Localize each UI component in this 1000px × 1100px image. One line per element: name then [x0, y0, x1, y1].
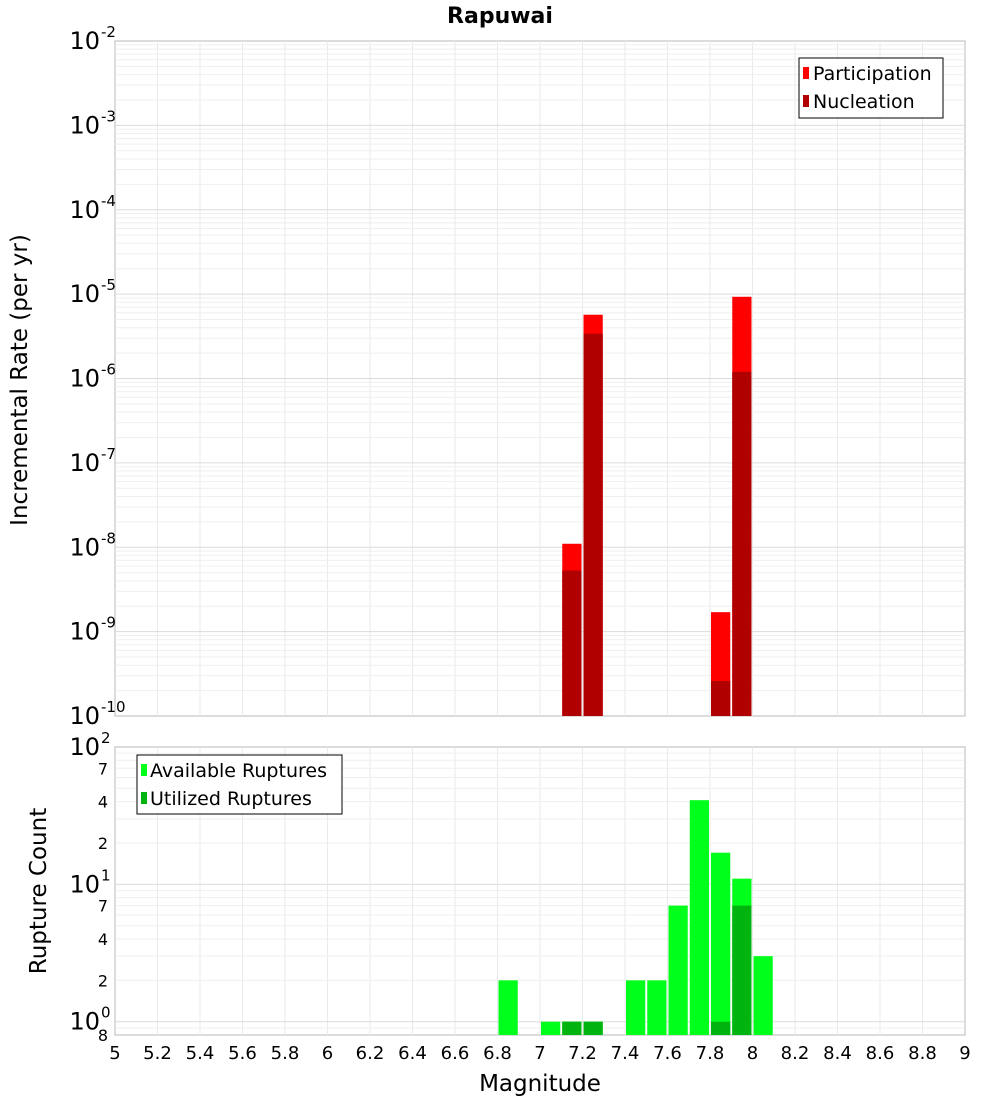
x-tick-label: 8.2	[781, 1043, 810, 1064]
x-axis-label: Magnitude	[479, 1071, 601, 1097]
bottom-y-tick-label: 8	[98, 1026, 108, 1045]
x-tick-label: 8	[747, 1043, 758, 1064]
bottom-bar-a	[541, 1021, 561, 1035]
legend-available-label: Available Ruptures	[150, 760, 327, 782]
bottom-legend-box	[136, 754, 343, 815]
bottom-y-tick-exponent: 1	[101, 866, 111, 884]
x-tick-label: 7.4	[611, 1043, 640, 1064]
bottom-bar-b	[732, 905, 752, 1035]
x-tick-label: 7	[534, 1043, 545, 1064]
x-tick-label: 5.2	[143, 1043, 172, 1064]
bottom-y-tick-label: 7	[98, 897, 108, 916]
legend-participation-label: Participation	[813, 63, 932, 85]
x-tick-label: 6.6	[441, 1043, 470, 1064]
bottom-legend: Available Ruptures Utilized Ruptures	[136, 754, 343, 815]
x-tick-label: 6.4	[398, 1043, 427, 1064]
bottom-y-tick-label: 10	[69, 1008, 100, 1036]
legend-participation-swatch	[803, 67, 809, 79]
x-tick-labels: 5 5.2 5.4 5.6 5.8 6 6.2 6.4 6.6 6.8 7 7.2 7.4 7.6 7.8 8…	[109, 1043, 970, 1064]
bottom-y-tick-label: 4	[98, 793, 108, 812]
bottom-bar-a	[668, 905, 688, 1035]
top-y-tick-exponent: -8	[101, 529, 116, 547]
top-y-tick-label: 10	[69, 702, 100, 730]
bottom-y-tick-label: 10	[69, 733, 100, 761]
top-y-tick-label: 10	[69, 27, 100, 55]
x-tick-label: 8.6	[866, 1043, 895, 1064]
bottom-bar-b	[711, 1021, 731, 1035]
top-bars	[562, 296, 752, 716]
x-tick-label: 5.8	[271, 1043, 300, 1064]
x-tick-label: 8.8	[908, 1043, 937, 1064]
top-y-tick-label: 10	[69, 365, 100, 393]
bottom-bars	[498, 800, 773, 1035]
top-grid	[115, 41, 965, 716]
legend-utilized-swatch	[141, 792, 147, 804]
x-tick-label: 7.8	[696, 1043, 725, 1064]
bottom-y-tick-label: 2	[98, 834, 108, 853]
legend-nucleation-swatch	[803, 95, 809, 107]
x-tick-label: 6.8	[483, 1043, 512, 1064]
top-y-tick-label: 10	[69, 196, 100, 224]
top-y-tick-exponent: -2	[101, 23, 116, 41]
top-y-tick-exponent: -6	[101, 361, 116, 379]
top-legend-box	[798, 57, 944, 119]
top-y-tick-label: 10	[69, 533, 100, 561]
top-y-tick-exponent: -9	[101, 614, 116, 632]
bottom-y-tick-label: 10	[69, 870, 100, 898]
bottom-bar-a	[753, 956, 773, 1035]
top-legend: Participation Nucleation	[798, 57, 944, 119]
top-y-tick-exponent: -7	[101, 445, 116, 463]
legend-nucleation-label: Nucleation	[813, 91, 915, 113]
x-tick-label: 6.2	[356, 1043, 385, 1064]
top-y-tick-exponent: -10	[101, 698, 126, 716]
top-bar-b	[562, 570, 582, 716]
x-tick-label: 6	[322, 1043, 333, 1064]
bottom-bar-a	[711, 852, 731, 1035]
bottom-y-tick-exponent: 2	[101, 729, 111, 747]
top-bar-b	[583, 333, 603, 716]
bottom-y-axis-label: Rupture Count	[26, 808, 52, 974]
bottom-y-tick-label: 7	[98, 759, 108, 778]
x-tick-label: 7.6	[653, 1043, 682, 1064]
x-tick-label: 5	[109, 1043, 120, 1064]
x-tick-label: 5.4	[186, 1043, 215, 1064]
top-bar-b	[711, 680, 731, 716]
bottom-bar-b	[562, 1021, 582, 1035]
bottom-bar-a	[626, 980, 646, 1035]
legend-available-swatch	[141, 764, 147, 776]
x-tick-label: 5.6	[228, 1043, 257, 1064]
bottom-bar-a	[689, 800, 709, 1035]
bottom-y-tick-label: 4	[98, 930, 108, 949]
top-bar-b	[732, 371, 752, 716]
top-y-axis-label: Incremental Rate (per yr)	[7, 234, 33, 526]
bottom-y-tick-exponent: 0	[101, 1004, 111, 1022]
bottom-y-tick-label: 2	[98, 971, 108, 990]
legend-utilized-label: Utilized Ruptures	[150, 788, 312, 810]
top-y-tick-label: 10	[69, 449, 100, 477]
top-y-tick-label: 10	[69, 618, 100, 646]
top-y-tick-label: 10	[69, 280, 100, 308]
x-tick-label: 7.2	[568, 1043, 597, 1064]
bottom-bar-a	[647, 980, 667, 1035]
bottom-bar-a	[498, 980, 518, 1035]
chart-title: Rapuwai	[447, 4, 553, 29]
x-tick-label: 8.4	[823, 1043, 852, 1064]
top-y-tick-exponent: -4	[101, 192, 116, 210]
top-y-tick-exponent: -5	[101, 276, 116, 294]
top-y-tick-exponent: -3	[101, 107, 116, 125]
x-tick-label: 9	[959, 1043, 970, 1064]
bottom-bar-b	[583, 1021, 603, 1035]
top-y-tick-label: 10	[69, 111, 100, 139]
